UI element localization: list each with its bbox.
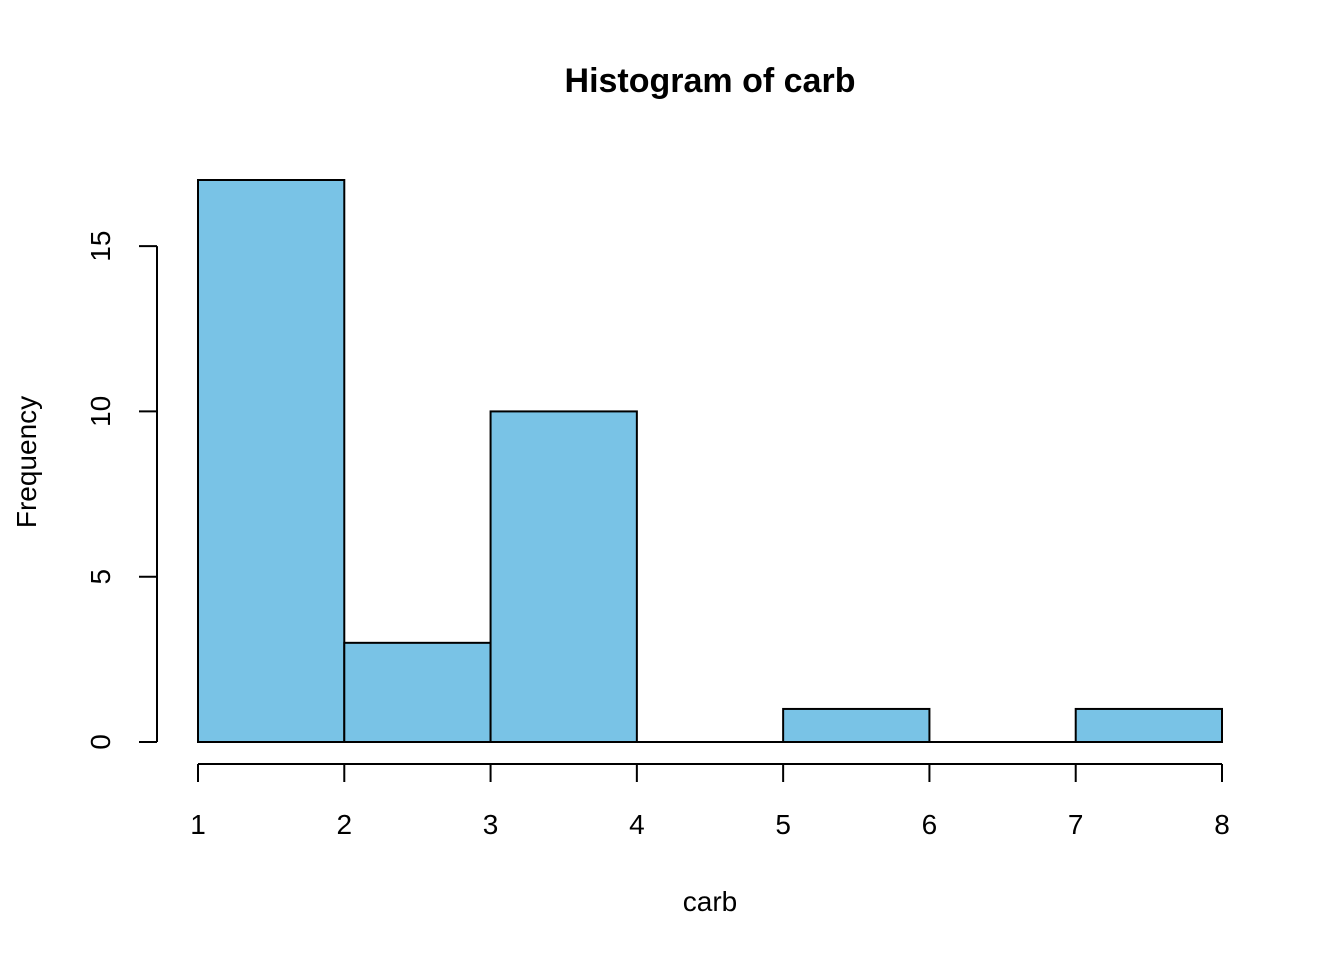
y-tick-label-15: 15 bbox=[85, 231, 116, 262]
y-tick-label-0: 0 bbox=[85, 734, 116, 750]
histogram-bar-3-4 bbox=[489, 410, 638, 743]
histogram-bars bbox=[197, 179, 1223, 744]
y-tick-label-5: 5 bbox=[85, 569, 116, 585]
x-tick-label-1: 1 bbox=[190, 809, 206, 840]
histogram-bar-2-3 bbox=[343, 641, 492, 744]
x-tick-label-7: 7 bbox=[1068, 809, 1084, 840]
histogram-bar-7-8 bbox=[1074, 707, 1223, 743]
chart-title: Histogram of carb bbox=[565, 62, 856, 100]
x-tick-label-2: 2 bbox=[336, 809, 352, 840]
x-axis: 1 2 3 4 5 6 7 8 bbox=[190, 763, 1230, 840]
x-tick-label-5: 5 bbox=[775, 809, 791, 840]
histogram-bar-1-2 bbox=[197, 179, 346, 743]
y-tick-label-10: 10 bbox=[85, 396, 116, 427]
x-axis-label: carb bbox=[683, 886, 737, 917]
histogram-bar-5-6 bbox=[782, 707, 931, 743]
x-tick-label-3: 3 bbox=[483, 809, 499, 840]
x-tick-label-4: 4 bbox=[629, 809, 645, 840]
x-tick-label-8: 8 bbox=[1214, 809, 1230, 840]
y-axis: 0 5 10 15 bbox=[85, 231, 158, 750]
x-tick-label-6: 6 bbox=[922, 809, 938, 840]
y-axis-label: Frequency bbox=[11, 396, 42, 528]
